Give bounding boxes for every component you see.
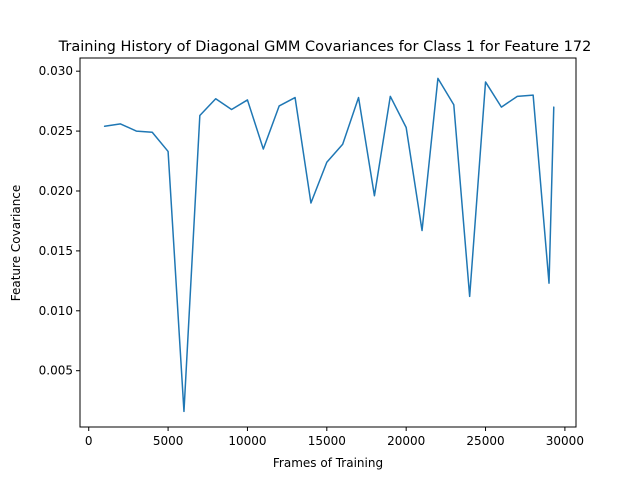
y-axis-label: Feature Covariance — [9, 185, 23, 302]
y-tick-label: 0.020 — [39, 184, 73, 198]
x-tick-label: 10000 — [228, 434, 266, 448]
y-tick-label: 0.005 — [39, 364, 73, 378]
x-tick-label: 0 — [85, 434, 93, 448]
x-tick-label: 5000 — [153, 434, 184, 448]
y-tick-label: 0.010 — [39, 304, 73, 318]
x-axis-label: Frames of Training — [273, 456, 383, 470]
plot-area-frame — [79, 57, 577, 428]
x-tick-label: 15000 — [308, 434, 346, 448]
y-tick-label: 0.030 — [39, 64, 73, 78]
x-tick-label: 25000 — [466, 434, 504, 448]
x-tick-label: 30000 — [546, 434, 584, 448]
x-tick-label: 20000 — [387, 434, 425, 448]
y-axis-ticks: 0.005 0.010 0.015 0.020 0.025 0.030 — [39, 64, 80, 378]
series-layer — [103, 77, 555, 413]
chart-title: Training History of Diagonal GMM Covaria… — [58, 39, 592, 55]
series-line — [103, 77, 555, 413]
y-tick-label: 0.025 — [39, 124, 73, 138]
x-axis-ticks: 0 5000 10000 15000 20000 25000 30000 — [85, 427, 584, 448]
y-tick-label: 0.015 — [39, 244, 73, 258]
